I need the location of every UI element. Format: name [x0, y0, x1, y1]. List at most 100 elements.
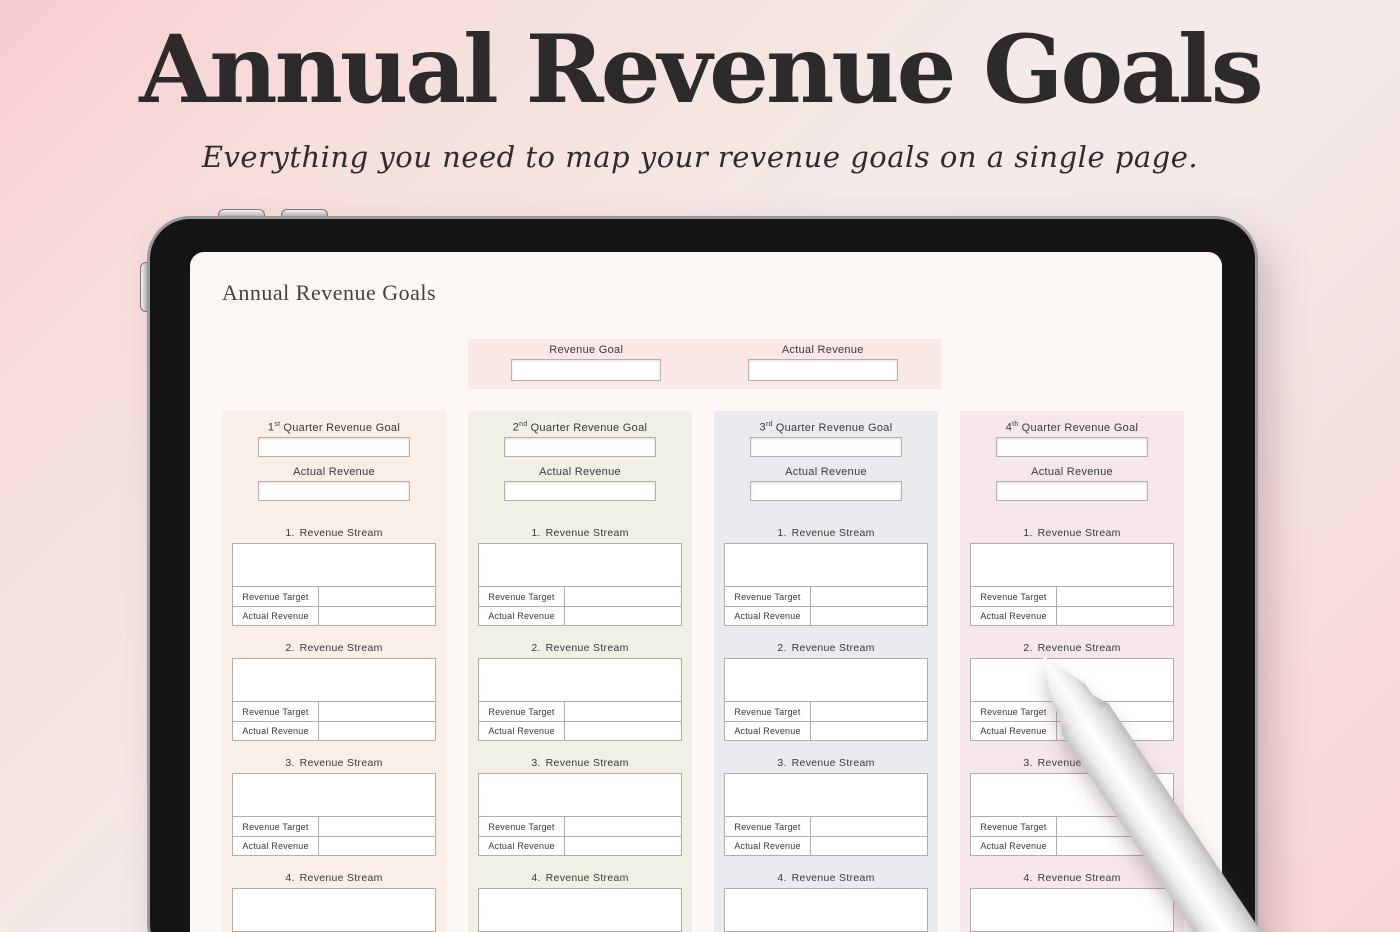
- q1-ordinal: 1: [267, 421, 275, 434]
- revenue-target-value[interactable]: [1057, 587, 1173, 606]
- stream-title: Revenue Stream: [545, 872, 629, 884]
- q3-ordinal-suffix: rd: [765, 421, 773, 428]
- actual-revenue-value[interactable]: [565, 837, 681, 855]
- q3-goal-label-text: Quarter Revenue Goal: [775, 421, 893, 434]
- stream-label: 4. Revenue Stream: [531, 872, 628, 885]
- q3-actual-input[interactable]: [750, 480, 902, 501]
- actual-revenue-value[interactable]: [565, 722, 681, 740]
- stream-number: 3.: [1023, 757, 1033, 769]
- revenue-target-label: Revenue Target: [233, 817, 319, 836]
- q2-goal-input[interactable]: [504, 436, 656, 457]
- stream-title: Revenue Stream: [299, 642, 383, 654]
- hero-title: Annual Revenue Goals: [139, 15, 1263, 125]
- stream-description-box[interactable]: [971, 889, 1173, 932]
- stream-description-box[interactable]: [725, 774, 927, 817]
- stream-table: Revenue Target Actual Revenue: [478, 773, 682, 856]
- q1-goal-input[interactable]: [258, 436, 410, 457]
- stream-number: 4.: [1023, 872, 1033, 884]
- q3-ordinal: 3: [759, 421, 766, 434]
- q2-goal-label-text: Quarter Revenue Goal: [530, 421, 648, 434]
- stream-table: Revenue Target Actual Revenue: [232, 773, 436, 856]
- revenue-target-value[interactable]: [565, 587, 681, 606]
- actual-revenue-value[interactable]: [811, 722, 927, 740]
- stream-title: Revenue Stream: [1037, 872, 1121, 884]
- q2-actual-label: Actual Revenue: [539, 465, 621, 478]
- stream-number: 4.: [285, 872, 295, 884]
- stream-description-box[interactable]: [971, 774, 1173, 817]
- actual-revenue-value[interactable]: [319, 607, 435, 625]
- stream-description-box[interactable]: [725, 659, 927, 702]
- page-title: Annual Revenue Goals: [222, 280, 437, 305]
- stream-title: Revenue Stream: [1037, 642, 1121, 654]
- actual-revenue-label: Actual Revenue: [781, 344, 864, 356]
- q2-actual-input[interactable]: [504, 480, 656, 501]
- stream-description-box[interactable]: [725, 889, 927, 932]
- stream-title: Revenue Stream: [545, 757, 629, 769]
- actual-revenue-value[interactable]: [565, 607, 681, 625]
- revenue-target-value[interactable]: [565, 702, 681, 721]
- q1-actual-label: Actual Revenue: [293, 465, 375, 478]
- stream-description-box[interactable]: [233, 659, 435, 702]
- stream-table: Revenue Target Actual Revenue: [970, 888, 1174, 932]
- stream-table: Revenue Target Actual Revenue: [724, 543, 928, 626]
- stream-description-box[interactable]: [479, 544, 681, 587]
- stream-title: Revenue Stream: [299, 757, 383, 769]
- revenue-target-label: Revenue Target: [233, 587, 319, 606]
- stream-table: Revenue Target Actual Revenue: [232, 658, 436, 741]
- actual-revenue-value[interactable]: [811, 837, 927, 855]
- stream-description-box[interactable]: [233, 889, 435, 932]
- q4-goal-input[interactable]: [996, 436, 1148, 457]
- revenue-goal-input[interactable]: [511, 359, 662, 381]
- revenue-target-value[interactable]: [319, 817, 435, 836]
- q2-stream-2: 2. Revenue Stream Revenue Target Actual R…: [478, 642, 682, 741]
- annual-actual-group: Actual Revenue: [705, 339, 942, 389]
- stream-label: 1. Revenue Stream: [285, 527, 382, 540]
- stream-description-box[interactable]: [479, 659, 681, 702]
- q1-stream-2: 2. Revenue Stream Revenue Target Actual R…: [232, 642, 436, 741]
- actual-revenue-value[interactable]: [319, 837, 435, 855]
- revenue-target-value[interactable]: [811, 587, 927, 606]
- quarter-2-column: 2nd Quarter Revenue Goal Actual Revenue 1…: [468, 411, 692, 932]
- revenue-target-value[interactable]: [811, 702, 927, 721]
- revenue-target-label: Revenue Target: [233, 702, 319, 721]
- q1-actual-input[interactable]: [258, 480, 410, 501]
- stream-label: 1. Revenue Stream: [531, 527, 628, 540]
- q1-goal-label: 1st Quarter Revenue Goal: [268, 421, 400, 434]
- revenue-target-label: Revenue Target: [479, 817, 565, 836]
- revenue-target-value[interactable]: [319, 702, 435, 721]
- stream-title: Revenue Stream: [791, 872, 875, 884]
- revenue-target-label: Revenue Target: [479, 702, 565, 721]
- q1-stream-4: 4. Revenue Stream Revenue Target Actual R…: [232, 872, 436, 932]
- actual-revenue-input[interactable]: [747, 359, 898, 381]
- q4-actual-input[interactable]: [996, 480, 1148, 501]
- stream-label: 3. Revenue Stream: [285, 757, 382, 770]
- stream-title: Revenue Stream: [791, 642, 875, 654]
- q2-ordinal-suffix: nd: [519, 421, 528, 428]
- actual-revenue-value[interactable]: [1057, 607, 1173, 625]
- actual-revenue-label: Actual Revenue: [233, 722, 319, 740]
- actual-revenue-value[interactable]: [811, 607, 927, 625]
- stream-description-box[interactable]: [233, 774, 435, 817]
- revenue-target-value[interactable]: [811, 817, 927, 836]
- revenue-target-value[interactable]: [319, 587, 435, 606]
- stream-label: 1. Revenue Stream: [777, 527, 874, 540]
- q3-goal-input[interactable]: [750, 436, 902, 457]
- actual-revenue-value[interactable]: [319, 722, 435, 740]
- stream-number: 1.: [1023, 527, 1033, 539]
- stream-description-box[interactable]: [725, 544, 927, 587]
- q2-goal-label: 2nd Quarter Revenue Goal: [513, 421, 647, 434]
- stream-title: Revenue Stream: [1037, 527, 1121, 539]
- actual-revenue-label: Actual Revenue: [479, 837, 565, 855]
- actual-revenue-label: Actual Revenue: [971, 722, 1057, 740]
- stream-table: Revenue Target Actual Revenue: [232, 543, 436, 626]
- q4-ordinal-suffix: th: [1012, 421, 1019, 428]
- revenue-target-value[interactable]: [565, 817, 681, 836]
- stream-description-box[interactable]: [479, 889, 681, 932]
- q4-stream-4: 4. Revenue Stream Revenue Target Actual R…: [970, 872, 1174, 932]
- stream-title: Revenue Stream: [791, 757, 875, 769]
- stream-description-box[interactable]: [233, 544, 435, 587]
- stream-description-box[interactable]: [479, 774, 681, 817]
- stream-description-box[interactable]: [971, 544, 1173, 587]
- actual-revenue-label: Actual Revenue: [479, 722, 565, 740]
